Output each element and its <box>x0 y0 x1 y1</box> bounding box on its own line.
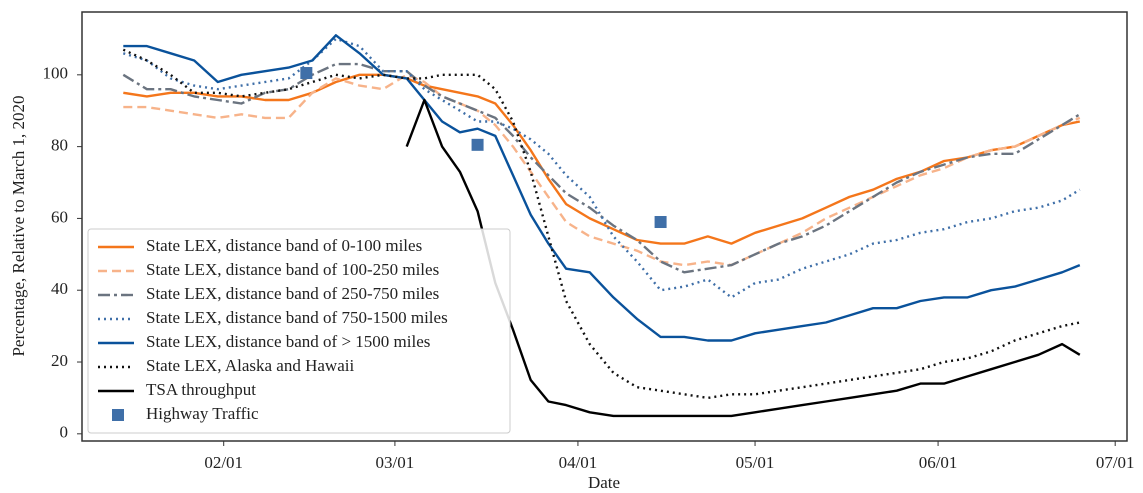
x-tick-label: 05/01 <box>736 453 775 472</box>
legend-box <box>87 228 511 434</box>
legend-label: State LEX, distance band of 250-750 mile… <box>146 284 439 303</box>
y-tick-label: 0 <box>60 423 69 442</box>
highway-point <box>300 67 313 80</box>
series-line <box>122 48 1081 400</box>
y-tick-label: 20 <box>51 351 68 370</box>
x-tick-label: 03/01 <box>376 453 415 472</box>
legend-label: State LEX, distance band of 750-1500 mil… <box>146 308 448 327</box>
plot-frame <box>81 11 1128 442</box>
x-axis-label: Date <box>588 473 620 492</box>
legend-label: Highway Traffic <box>146 404 259 423</box>
y-tick-label: 100 <box>43 64 69 83</box>
legend-marker <box>112 409 124 421</box>
legend-label: State LEX, distance band of > 1500 miles <box>146 332 430 351</box>
x-tick-label: 07/01 <box>1096 453 1135 472</box>
legend-label: State LEX, distance band of 100-250 mile… <box>146 260 439 279</box>
y-tick-label: 40 <box>51 279 68 298</box>
x-tick-label: 04/01 <box>559 453 598 472</box>
y-axis-label: Percentage, Relative to March 1, 2020 <box>9 95 28 356</box>
y-tick-label: 60 <box>51 207 68 226</box>
legend-label: State LEX, distance band of 0-100 miles <box>146 236 422 255</box>
legend-label: State LEX, Alaska and Hawaii <box>146 356 354 375</box>
highway-point <box>471 138 484 151</box>
x-tick-label: 02/01 <box>204 453 243 472</box>
legend: State LEX, distance band of 0-100 miles S… <box>87 228 511 434</box>
highway-point <box>654 216 667 229</box>
series-line <box>123 73 1081 267</box>
x-tick-label: 06/01 <box>919 453 958 472</box>
series-line <box>123 34 1081 342</box>
y-tick-label: 80 <box>51 136 68 155</box>
legend-label: TSA throughput <box>146 380 256 399</box>
series-line <box>122 62 1081 274</box>
